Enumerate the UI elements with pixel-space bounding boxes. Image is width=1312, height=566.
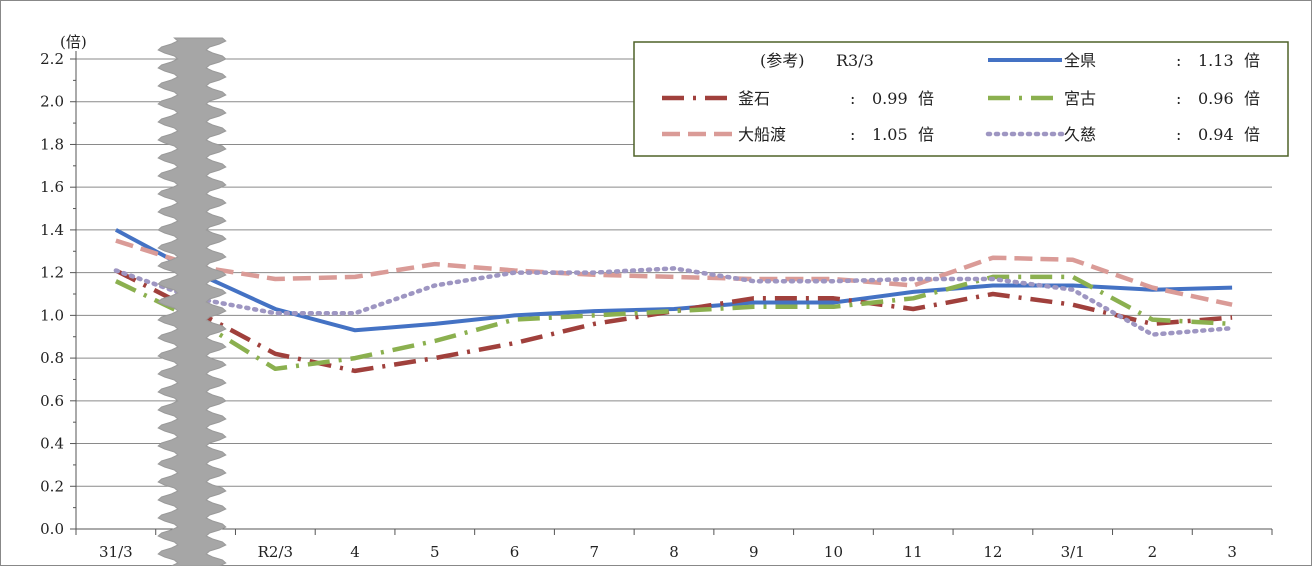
x-tick-label: 9 [749,543,759,561]
axis-break-mark [157,37,227,566]
series-lines [113,228,1235,374]
legend-label: 釜石 [738,89,770,108]
series-line-大船渡 [115,238,1233,307]
x-tick-label: 3/1 [1061,543,1085,561]
x-tick-label: 5 [430,543,440,561]
y-tick-label: 1.0 [40,306,64,324]
legend-value: 1.13 [1198,51,1234,70]
legend-value: 0.94 [1198,125,1234,144]
legend-value: 0.99 [872,89,908,108]
y-tick-label: 1.6 [40,178,64,196]
y-tick-label: 0.0 [40,520,64,538]
x-tick-label: 31/3 [99,543,133,561]
y-axis: 0.0 0.2 0.4 0.6 0.8 1.0 1.2 1.4 1.6 1.8 2.0 2.2 [40,50,77,538]
legend: (参考) R3/3 全県:1.13 倍釜石:0.99 倍宮古:0.96 倍大船渡:1.… [633,41,1289,157]
legend-colon: : [850,89,855,108]
legend-label: 全県 [1064,51,1096,70]
legend-label: 宮古 [1064,89,1096,108]
y-tick-label: 1.4 [40,221,64,239]
y-tick-label: 0.6 [40,392,64,410]
legend-colon: : [1176,125,1181,144]
y-tick-label: 0.2 [40,477,64,495]
x-tick-label: 7 [589,543,599,561]
x-axis: 31/3 R2/3 4 5 6 7 8 9 10 11 12 3/1 2 3 [75,528,1273,561]
y-tick-label: 1.8 [40,135,64,153]
legend-label: 大船渡 [738,125,786,144]
x-tick-label: 6 [510,543,520,561]
legend-unit: 倍 [918,89,934,108]
axis-break-band [157,37,227,566]
x-tick-label: 11 [904,543,923,561]
y-tick-label: 2.0 [40,93,64,111]
series-line-釜石 [114,268,1233,374]
legend-colon: : [850,125,855,144]
series-line-久慈 [113,266,1235,337]
legend-value: 1.05 [872,125,908,144]
legend-colon: : [1176,89,1181,108]
x-tick-label: R2/3 [258,543,293,561]
legend-unit: 倍 [1244,89,1260,108]
legend-label: 久慈 [1064,125,1096,144]
x-tick-label: 12 [983,543,1002,561]
series-line-宮古 [114,274,1233,372]
x-tick-label: 10 [824,543,843,561]
y-tick-label: 0.8 [40,349,64,367]
legend-unit: 倍 [918,125,934,144]
legend-value: 0.96 [1198,89,1234,108]
x-tick-label: 3 [1227,543,1237,561]
y-tick-label: 2.2 [40,50,64,68]
legend-box [633,41,1289,157]
x-tick-label: 8 [669,543,679,561]
y-tick-label: 1.2 [40,264,64,282]
legend-heading: (参考) [760,51,805,70]
legend-unit: 倍 [1244,51,1260,70]
legend-colon: : [1176,51,1181,70]
y-tick-label: 0.4 [40,435,64,453]
x-tick-label: 4 [350,543,360,561]
legend-period: R3/3 [836,51,874,70]
y-unit-label: (倍) [60,33,87,51]
x-tick-label: 2 [1148,543,1158,561]
legend-unit: 倍 [1244,125,1260,144]
